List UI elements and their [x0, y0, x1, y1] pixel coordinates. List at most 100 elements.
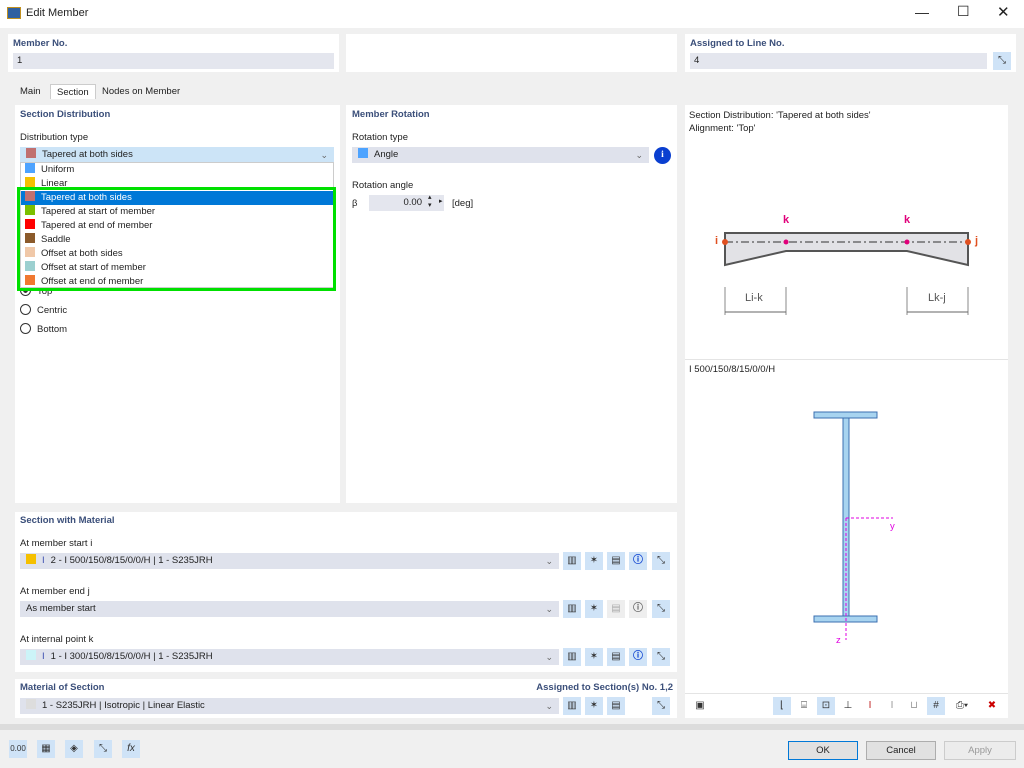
- assigned-line-label: Assigned to Line No.: [690, 38, 785, 49]
- library-icon[interactable]: ▥: [563, 600, 581, 618]
- option-linear[interactable]: Linear: [21, 177, 333, 191]
- option-offset-end[interactable]: Offset at end of member: [21, 275, 333, 289]
- preview-panel: Section Distribution: 'Tapered at both s…: [685, 105, 1008, 718]
- axis-y-label: y: [890, 521, 895, 532]
- node-i-label: i: [715, 235, 719, 247]
- reset-icon[interactable]: ✖: [987, 700, 997, 711]
- distribution-dropdown-list: Uniform Linear Tapered at both sides Tap…: [20, 162, 334, 288]
- info-icon: ⓘ: [629, 600, 647, 618]
- member-no-input[interactable]: 1: [13, 53, 334, 69]
- new-section-icon[interactable]: ✶: [585, 600, 603, 618]
- member-rotation-header: Member Rotation: [352, 109, 430, 120]
- units-icon[interactable]: 0.00: [9, 740, 27, 758]
- increment-arrow[interactable]: ▸: [439, 198, 443, 205]
- material-panel: Material of Section Assigned to Section(…: [15, 679, 677, 718]
- pick-icon[interactable]: ⤡: [652, 697, 670, 715]
- beta-symbol: β: [352, 198, 358, 209]
- selected-value: Tapered at both sides: [42, 149, 133, 160]
- option-offset-both[interactable]: Offset at both sides: [21, 247, 333, 261]
- option-tapered-start[interactable]: Tapered at start of member: [21, 205, 333, 219]
- node-k-right-label: k: [904, 214, 911, 226]
- section-i-icon[interactable]: I: [868, 700, 872, 711]
- footer-divider: [0, 724, 1024, 730]
- divider: [685, 359, 1008, 360]
- dimension-icon[interactable]: ⊔: [910, 700, 918, 711]
- view-icon-2[interactable]: ⌸: [801, 700, 807, 711]
- info-icon[interactable]: ⓘ: [629, 552, 647, 570]
- color-swatch: [26, 148, 36, 158]
- library-icon[interactable]: ▥: [563, 552, 581, 570]
- cross-section-drawing: [813, 411, 893, 640]
- section-material-panel: Section with Material At member start i …: [15, 512, 677, 672]
- new-section-icon[interactable]: ✶: [585, 648, 603, 666]
- radio-centric[interactable]: Centric: [20, 304, 67, 323]
- edit-section-icon[interactable]: ▤: [607, 552, 625, 570]
- section-distribution-header: Section Distribution: [20, 109, 111, 120]
- view-icon[interactable]: ◈: [65, 740, 83, 758]
- view-icon-3[interactable]: ⊡: [817, 697, 835, 715]
- member-no-panel: Member No. 1: [8, 34, 339, 72]
- spinner-icon[interactable]: ▴ ▾: [428, 194, 432, 209]
- option-offset-start[interactable]: Offset at start of member: [21, 261, 333, 275]
- option-tapered-end[interactable]: Tapered at end of member: [21, 219, 333, 233]
- apply-button[interactable]: Apply: [944, 741, 1016, 760]
- info-icon[interactable]: i: [654, 147, 671, 164]
- cancel-button[interactable]: Cancel: [866, 741, 936, 760]
- section-i-gray-icon[interactable]: I: [890, 700, 894, 711]
- end-label: At member end j: [20, 586, 90, 597]
- pick-icon[interactable]: ⤡: [652, 552, 670, 570]
- preview-alignment-text: Alignment: 'Top': [689, 123, 756, 134]
- maximize-button[interactable]: ☐: [957, 3, 970, 19]
- minimize-button[interactable]: —: [915, 4, 929, 20]
- blank-panel: [346, 34, 677, 72]
- view-icon-1[interactable]: ⌊: [773, 697, 791, 715]
- rotation-angle-input[interactable]: 0.00: [369, 195, 444, 211]
- edit-section-icon[interactable]: ▤: [607, 648, 625, 666]
- info-icon[interactable]: ⓘ: [629, 648, 647, 666]
- alignment-radio-group: Top Centric Bottom: [20, 285, 67, 342]
- library-icon[interactable]: ▥: [563, 697, 581, 715]
- rotation-type-select[interactable]: Angle ⌄: [352, 147, 649, 163]
- unit-label: [deg]: [452, 198, 474, 209]
- member-no-label: Member No.: [13, 38, 68, 49]
- grid-icon[interactable]: #: [927, 697, 945, 715]
- delete-icon[interactable]: ⤡: [94, 740, 112, 758]
- material-header: Material of Section: [20, 682, 105, 693]
- option-saddle[interactable]: Saddle: [21, 233, 333, 247]
- tab-main[interactable]: Main: [20, 86, 41, 97]
- view-icon-4[interactable]: ⊥: [843, 700, 853, 711]
- node-k-left-label: k: [783, 214, 790, 226]
- tab-nodes-on-member[interactable]: Nodes on Member: [102, 86, 181, 97]
- pick-icon[interactable]: ⤡: [652, 648, 670, 666]
- colors-icon[interactable]: ▦: [37, 740, 55, 758]
- option-uniform[interactable]: Uniform: [21, 163, 333, 177]
- tab-section[interactable]: Section: [50, 84, 96, 99]
- taper-diagram: [722, 232, 971, 315]
- distribution-type-select[interactable]: Tapered at both sides ⌄: [20, 147, 334, 163]
- assigned-line-input[interactable]: 4: [690, 53, 987, 69]
- new-material-icon[interactable]: ✶: [585, 697, 603, 715]
- print-icon[interactable]: ⎙▾: [955, 700, 969, 711]
- edit-material-icon[interactable]: ▤: [607, 697, 625, 715]
- section-material-header: Section with Material: [20, 515, 115, 526]
- dim-left-label: Li-k: [745, 292, 763, 304]
- ok-button[interactable]: OK: [788, 741, 858, 760]
- chevron-down-icon: ⌄: [635, 150, 643, 160]
- start-label: At member start i: [20, 538, 93, 549]
- node-j-label: j: [975, 235, 979, 247]
- material-select[interactable]: 1 - S235JRH | Isotropic | Linear Elastic…: [20, 698, 559, 714]
- section-name-label: I 500/150/8/15/0/0/H: [689, 364, 776, 375]
- pick-line-button[interactable]: ⤡: [993, 52, 1011, 70]
- end-section-select[interactable]: As member start ⌄: [20, 601, 559, 617]
- radio-bottom[interactable]: Bottom: [20, 323, 67, 342]
- new-section-icon[interactable]: ✶: [585, 552, 603, 570]
- pick-icon[interactable]: ⤡: [652, 600, 670, 618]
- display-options-icon[interactable]: ▣: [695, 700, 705, 711]
- option-tapered-both[interactable]: Tapered at both sides: [21, 191, 333, 205]
- formula-icon[interactable]: fx: [122, 740, 140, 758]
- rotation-angle-label: Rotation angle: [352, 180, 414, 191]
- library-icon[interactable]: ▥: [563, 648, 581, 666]
- close-button[interactable]: ✕: [997, 4, 1010, 21]
